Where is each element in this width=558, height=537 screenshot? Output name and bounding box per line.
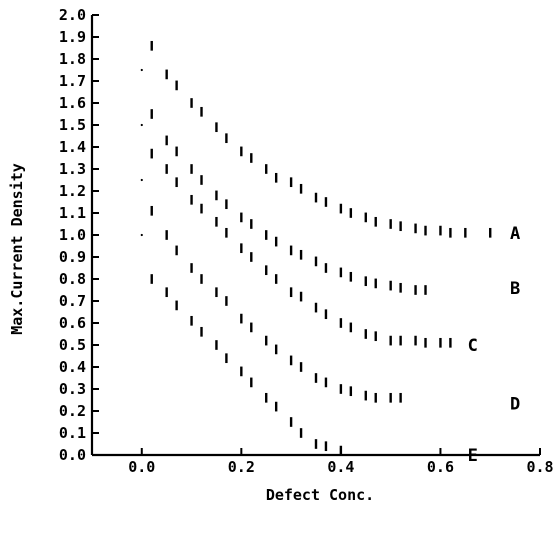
y-tick-label: 0.3 — [59, 380, 86, 398]
x-tick-label: 0.4 — [327, 458, 354, 476]
y-tick-label: 1.0 — [59, 226, 86, 244]
data-point-c — [140, 178, 143, 182]
y-tick-label: 0.7 — [59, 292, 86, 310]
y-axis-label: Max.Current Density — [8, 163, 26, 335]
y-tick-label: 0.2 — [59, 402, 86, 420]
series-label-c: C — [468, 336, 478, 356]
series-c: C — [140, 148, 478, 356]
y-tick-label: 0.6 — [59, 314, 86, 332]
series-d: D — [140, 205, 520, 414]
x-tick-label: 0.6 — [427, 458, 454, 476]
y-tick-label: 1.4 — [59, 138, 86, 156]
axes — [90, 15, 540, 457]
data-point-d — [140, 233, 143, 237]
y-tick-label: 1.1 — [59, 204, 86, 222]
y-tick-label: 1.2 — [59, 182, 86, 200]
y-tick-label: 1.6 — [59, 94, 86, 112]
series-label-a: A — [510, 224, 520, 244]
y-ticks: 0.0 0.1 0.2 0.3 0.4 0.5 0.6 0.7 0.8 0.9 1.0 1.1 1.2 1… — [59, 6, 99, 464]
y-tick-label: 0.5 — [59, 336, 86, 354]
y-tick-label: 1.9 — [59, 28, 86, 46]
x-ticks: 0.0 0.2 0.4 0.6 0.8 — [128, 448, 554, 476]
y-tick-label: 0.4 — [59, 358, 86, 376]
series-label-d: D — [510, 394, 520, 414]
x-tick-label: 0.2 — [228, 458, 255, 476]
y-tick-label: 0.9 — [59, 248, 86, 266]
y-tick-label: 1.5 — [59, 116, 86, 134]
y-tick-label: 1.3 — [59, 160, 86, 178]
series-a: A — [140, 40, 520, 244]
series-e: E — [150, 274, 478, 466]
series-b: B — [140, 109, 520, 299]
y-tick-label: 1.7 — [59, 72, 86, 90]
y-tick-label: 0.8 — [59, 270, 86, 288]
y-tick-label: 1.8 — [59, 50, 86, 68]
series-layer: A B C D E — [140, 40, 520, 466]
series-label-b: B — [510, 279, 520, 299]
y-tick-label: 0.0 — [59, 446, 86, 464]
y-tick-label: 2.0 — [59, 6, 86, 24]
x-tick-label: 0.0 — [128, 458, 155, 476]
series-label-e: E — [468, 446, 478, 466]
data-point-a — [140, 68, 143, 72]
x-tick-label: 0.8 — [526, 458, 553, 476]
y-tick-label: 0.1 — [59, 424, 86, 442]
data-point-b — [140, 123, 143, 127]
x-axis-label: Defect Conc. — [266, 486, 374, 504]
